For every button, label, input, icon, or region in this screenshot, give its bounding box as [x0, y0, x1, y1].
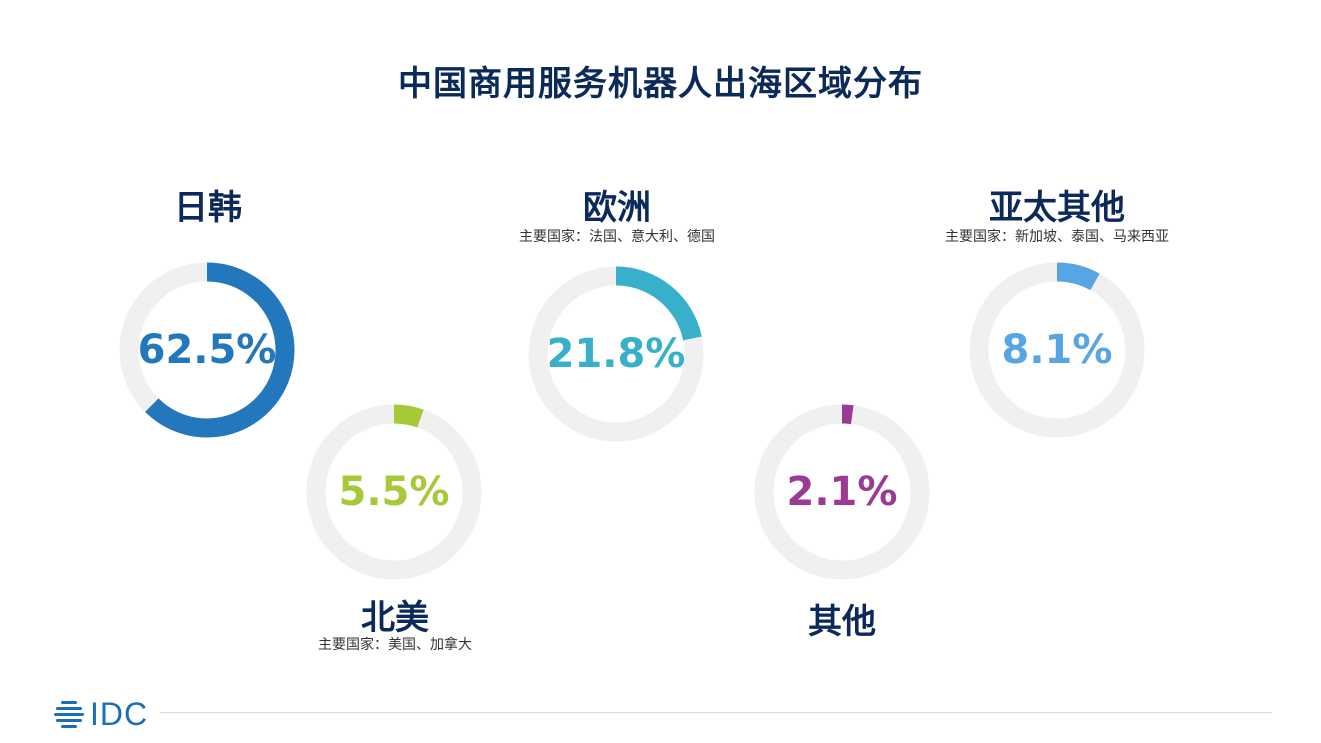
- donut-value-europe: 21.8%: [547, 331, 686, 377]
- region-label-north-america: 北美: [361, 598, 429, 638]
- region-label-other: 其他: [808, 602, 876, 642]
- donut-value-apac-other: 8.1%: [1002, 327, 1113, 373]
- region-note-apac-other: 主要国家：新加坡、泰国、马来西亚: [945, 229, 1169, 245]
- donut-value-north-america: 5.5%: [339, 469, 450, 515]
- donut-value-japan-korea: 62.5%: [138, 327, 277, 373]
- donut-arc-apac-other: [1056, 262, 1100, 291]
- region-label-apac-other: 亚太其他: [989, 188, 1125, 228]
- donut-arc-north-america: [393, 404, 424, 428]
- donut-north-america: 5.5%: [306, 404, 482, 580]
- region-label-europe: 欧洲: [583, 188, 651, 228]
- idc-logo-text: IDC: [90, 695, 149, 732]
- region-note-north-america: 主要国家：美国、加拿大: [318, 637, 472, 653]
- donut-arc-europe: [615, 266, 702, 341]
- donut-arc-other: [841, 404, 854, 425]
- donut-value-other: 2.1%: [787, 469, 898, 515]
- region-label-japan-korea: 日韩: [174, 188, 242, 228]
- donut-other: 2.1%: [754, 404, 930, 580]
- donut-europe: 21.8%: [528, 266, 704, 442]
- region-note-europe: 主要国家：法国、意大利、德国: [519, 229, 715, 245]
- chart-title: 中国商用服务机器人出海区域分布: [398, 64, 923, 104]
- donut-japan-korea: 62.5%: [119, 262, 295, 438]
- idc-globe-icon: [54, 701, 84, 728]
- donut-apac-other: 8.1%: [969, 262, 1145, 438]
- idc-logo: IDC: [52, 696, 148, 732]
- donut-arc-japan-korea: [145, 262, 295, 438]
- footer-divider: [160, 712, 1272, 713]
